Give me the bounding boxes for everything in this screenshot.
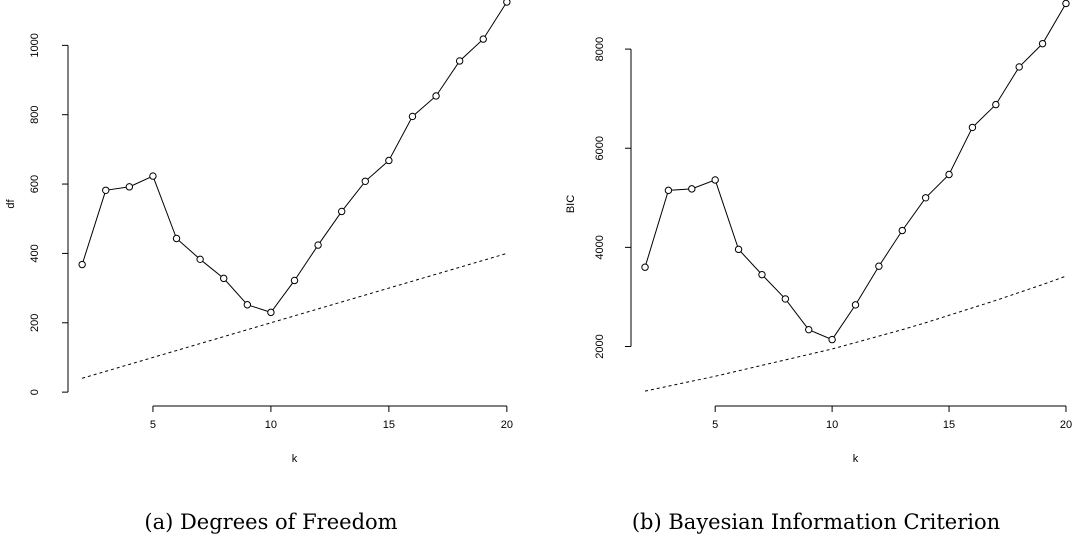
data-point [664, 186, 673, 195]
y-tick-label: 2000 [594, 334, 606, 358]
panel-bic: 5 10 15 20 2000 4000 6000 8000 k BIC [565, 0, 1072, 465]
y-tick-label: 800 [29, 106, 41, 124]
x-tick-label: 20 [1060, 419, 1072, 431]
data-point [734, 245, 743, 254]
data-point [805, 325, 813, 334]
data-point [1038, 39, 1047, 48]
x-tick-label: 5 [150, 419, 156, 431]
data-point [945, 170, 953, 179]
data-point [385, 156, 393, 165]
data-point [455, 57, 464, 65]
series-line [644, 3, 1067, 341]
y-tick-label: 8000 [594, 37, 606, 61]
data-point [1062, 0, 1070, 8]
data-point [503, 0, 511, 6]
y-tick-label: 200 [29, 314, 41, 332]
data-point [125, 183, 134, 191]
y-tick-label: 0 [29, 389, 41, 395]
data-point [781, 295, 790, 303]
y-tick-label: 4000 [594, 235, 606, 259]
data-point [641, 263, 649, 271]
x-tick-label: 10 [826, 419, 838, 431]
y-axis-title: BIC [565, 195, 577, 213]
data-point [921, 194, 930, 202]
data-point [432, 92, 440, 100]
data-point [290, 276, 299, 285]
data-point [479, 35, 487, 43]
data-point [102, 186, 110, 195]
y-tick-label: 1000 [29, 33, 41, 57]
caption-b: (b) Bayesian Information Criterion [632, 510, 1000, 534]
x-tick-label: 15 [943, 419, 955, 431]
reference-dashed-line [644, 275, 1067, 392]
data-point [828, 335, 836, 344]
data-point [196, 255, 204, 264]
data-point [149, 172, 157, 180]
x-tick-label: 5 [712, 419, 718, 431]
reference-dashed-line [82, 252, 507, 379]
y-tick-label: 600 [29, 175, 41, 193]
x-axis-title: k [292, 453, 298, 465]
data-point [758, 270, 766, 279]
series-line [81, 1, 508, 313]
data-point [243, 301, 252, 309]
data-point [172, 234, 181, 243]
caption-a: (a) Degrees of Freedom [144, 510, 397, 534]
y-tick-label: 6000 [594, 136, 606, 160]
data-point [688, 185, 696, 193]
data-point [992, 100, 1000, 109]
y-tick-label: 400 [29, 244, 41, 262]
data-point [78, 260, 86, 269]
data-point [711, 176, 719, 184]
y-axis-title: df [5, 198, 17, 208]
data-point [220, 274, 228, 283]
data-point [267, 308, 275, 317]
data-point [851, 301, 860, 309]
data-point [337, 207, 346, 216]
x-tick-label: 10 [265, 419, 277, 431]
x-axis-title: k [853, 453, 859, 465]
data-point [314, 241, 322, 249]
data-point [968, 123, 977, 132]
x-tick-label: 15 [383, 419, 395, 431]
data-point [361, 177, 369, 185]
x-tick-label: 20 [501, 419, 513, 431]
data-point [408, 112, 417, 121]
data-point [875, 262, 883, 270]
data-point [898, 226, 906, 235]
data-point [1015, 63, 1023, 71]
